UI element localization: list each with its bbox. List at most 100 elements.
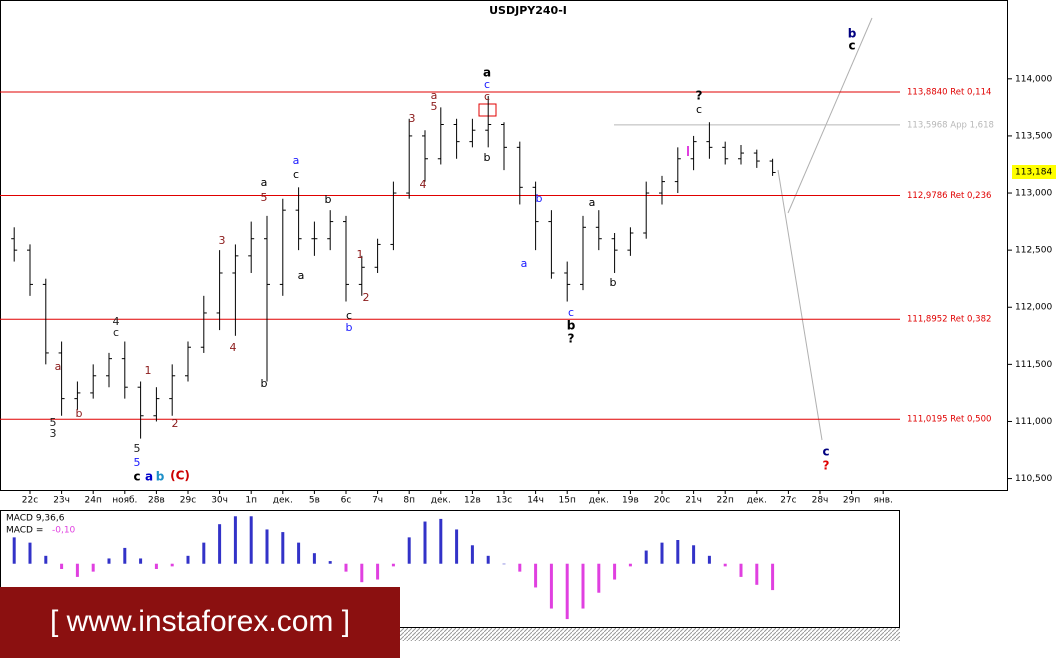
last-price-label: 113,184 [1015, 168, 1052, 178]
wave-label: 4 [230, 341, 237, 354]
wave-label: c [346, 309, 352, 322]
x-tick-label: 15п [559, 496, 576, 506]
wave-label: b [156, 470, 165, 484]
plot-layer: 110,500 111,000 111,500 112,000 112,500 113,0… [0, 27, 1056, 620]
y-tick-label: 112,500 [1015, 246, 1052, 256]
y-tick-label: 113,500 [1015, 131, 1052, 141]
x-tick-label: 7ч [372, 496, 383, 506]
wave-label: b [536, 192, 543, 205]
macd-bar [218, 524, 222, 564]
wave-label: ? [568, 332, 575, 346]
hatched-area [400, 628, 900, 641]
x-tick-label: 5в [309, 496, 320, 506]
wave-label: c [822, 445, 829, 459]
wave-label: (C) [170, 469, 190, 483]
macd-bar [423, 521, 427, 564]
y-tick-label: 114,000 [1015, 74, 1052, 84]
level-label: 113,5968 App 1,618 [907, 120, 994, 130]
x-tick-label: 12в [464, 496, 481, 506]
main-frame [0, 0, 1008, 491]
highlight-box [478, 103, 497, 117]
wave-label: 3 [409, 112, 416, 125]
wave-label: c [484, 78, 490, 91]
x-tick-label: 1п [245, 496, 257, 506]
wave-label: 2 [363, 291, 370, 304]
macd-bar [123, 547, 127, 564]
x-tick-label: дек. [589, 496, 609, 506]
macd-bar [281, 532, 285, 564]
wave-label: b [567, 319, 576, 333]
x-tick-label: 22с [22, 496, 38, 506]
macd-bar [439, 518, 443, 564]
wave-label: 2 [172, 417, 179, 430]
x-tick-label: 21ч [685, 496, 702, 506]
y-tick-label: 110,500 [1015, 474, 1052, 484]
wave-label: 5 [431, 100, 438, 113]
x-tick-label: 8п [403, 496, 415, 506]
wave-label: a [589, 196, 596, 209]
projection-line [787, 17, 873, 214]
x-tick-label: 14ч [527, 496, 544, 506]
x-tick-label: 23ч [53, 496, 70, 506]
macd-bar [249, 516, 253, 564]
macd-bar [613, 563, 617, 580]
macd-bar [565, 563, 569, 620]
x-tick-label: янв. [873, 496, 892, 506]
level-label: 111,0195 Ret 0,500 [907, 415, 991, 425]
wave-label: c [848, 39, 855, 53]
macd-current: -0,10 [52, 526, 76, 536]
macd-bar [486, 555, 490, 564]
macd-bar [534, 563, 538, 588]
wave-label: a [261, 176, 268, 189]
wave-label: c [113, 326, 119, 339]
wave-label: 5 [261, 191, 268, 204]
x-tick-label: 30ч [211, 496, 228, 506]
macd-bar [154, 563, 158, 569]
last-price-tag [1012, 165, 1056, 180]
macd-title: MACD 9,36,6 [6, 514, 65, 524]
macd-bar [518, 563, 522, 572]
watermark: [ www.instaforex.com ] [50, 605, 350, 638]
macd-current-label: MACD = [6, 526, 43, 536]
macd-bar [344, 563, 348, 572]
level-label: 111,8952 Ret 0,382 [907, 315, 991, 325]
chart-title: USDJPY240-I [489, 4, 567, 17]
y-tick-label: 111,000 [1015, 417, 1052, 427]
wave-label: b [848, 27, 857, 41]
wave-label: c [696, 103, 702, 116]
wave-label: c [133, 470, 140, 484]
x-tick-label: 13с [496, 496, 512, 506]
macd-bar [233, 516, 237, 564]
y-tick-label: 112,000 [1015, 303, 1052, 313]
macd-bar [723, 563, 727, 567]
wave-label: 4 [420, 178, 427, 191]
watermark-box [0, 587, 400, 658]
wave-label: a [55, 360, 62, 373]
macd-bar [44, 555, 48, 564]
x-tick-label: 28в [148, 496, 165, 506]
y-tick-label: 111,500 [1015, 360, 1052, 370]
macd-bar [391, 563, 395, 567]
macd-bar [28, 542, 32, 564]
macd-bar [170, 563, 174, 567]
level-label: 112,9786 Ret 0,236 [907, 191, 991, 201]
wave-label: b [325, 193, 332, 206]
wave-label: b [76, 407, 83, 420]
wave-label: 3 [219, 234, 226, 247]
macd-bar [707, 555, 711, 564]
macd-bar [186, 555, 190, 564]
x-tick-label: дек. [747, 496, 767, 506]
wave-label: 5 [50, 416, 57, 429]
macd-bar [265, 529, 269, 564]
macd-bar [644, 550, 648, 564]
macd-bar [60, 563, 64, 569]
macd-bar [75, 563, 79, 577]
wave-label: a [293, 154, 300, 167]
x-tick-label: дек. [431, 496, 451, 506]
wave-label: c [484, 90, 490, 103]
x-tick-label: нояб. [112, 496, 137, 506]
wave-label: a [431, 89, 438, 102]
wave-label: a [298, 269, 305, 282]
wave-label: c [568, 306, 574, 319]
macd-bar [312, 553, 316, 564]
